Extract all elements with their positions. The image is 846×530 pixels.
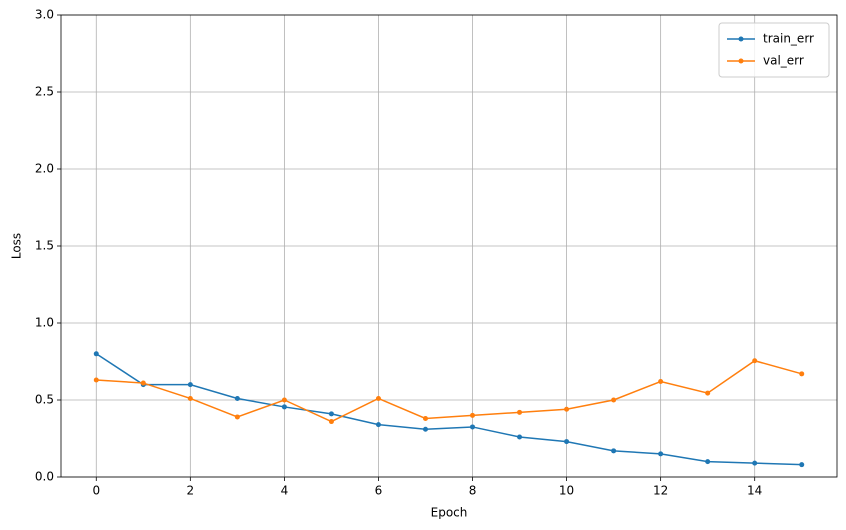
data-point bbox=[705, 390, 711, 396]
legend: train_err val_err bbox=[718, 22, 830, 78]
legend-box bbox=[718, 22, 830, 78]
y-tick-label: 0.0 bbox=[35, 470, 54, 484]
y-tick-label: 3.0 bbox=[35, 8, 54, 22]
data-point bbox=[564, 439, 570, 445]
plot-frame bbox=[60, 14, 838, 478]
data-point bbox=[187, 382, 193, 388]
data-point bbox=[611, 397, 617, 403]
legend-marker bbox=[738, 36, 744, 42]
x-tick-label: 0 bbox=[92, 484, 100, 498]
x-tick-label: 2 bbox=[187, 484, 195, 498]
x-tick-label: 6 bbox=[375, 484, 383, 498]
data-point bbox=[234, 414, 240, 420]
data-point bbox=[517, 409, 523, 415]
y-tick-label: 1.0 bbox=[35, 316, 54, 330]
data-point bbox=[93, 377, 99, 383]
data-point bbox=[705, 459, 711, 465]
data-point bbox=[140, 380, 146, 386]
x-tick-label: 12 bbox=[653, 484, 668, 498]
y-axis-label: Loss bbox=[10, 233, 24, 259]
data-point bbox=[470, 424, 476, 430]
y-tick-label: 0.5 bbox=[35, 393, 54, 407]
data-point bbox=[422, 426, 428, 432]
x-tick-label: 4 bbox=[281, 484, 289, 498]
data-point bbox=[375, 395, 381, 401]
data-point bbox=[328, 419, 334, 425]
y-tick-label: 2.0 bbox=[35, 162, 54, 176]
data-point bbox=[187, 395, 193, 401]
data-point bbox=[658, 451, 664, 457]
y-tick-label: 2.5 bbox=[35, 85, 54, 99]
series-line bbox=[95, 353, 802, 466]
data-point bbox=[752, 460, 758, 466]
legend-marker bbox=[738, 58, 744, 64]
data-point bbox=[470, 412, 476, 418]
data-point bbox=[93, 351, 99, 357]
series-line bbox=[96, 359, 802, 423]
y-tick-label: 1.5 bbox=[35, 239, 54, 253]
data-point bbox=[658, 379, 664, 385]
x-axis-label: Epoch bbox=[431, 506, 468, 520]
data-point bbox=[799, 462, 805, 468]
x-tick-label: 10 bbox=[559, 484, 574, 498]
data-point bbox=[799, 371, 805, 377]
data-point bbox=[234, 395, 240, 401]
x-tick-label: 14 bbox=[747, 484, 762, 498]
data-point bbox=[281, 404, 287, 410]
data-point bbox=[281, 397, 287, 403]
legend-label: train_err bbox=[763, 32, 814, 46]
data-point bbox=[375, 422, 381, 428]
x-tick-label: 8 bbox=[469, 484, 477, 498]
data-point bbox=[328, 411, 334, 417]
data-point bbox=[422, 415, 428, 421]
data-point bbox=[517, 434, 523, 440]
data-point bbox=[564, 406, 570, 412]
legend-label: val_err bbox=[763, 54, 804, 68]
data-point bbox=[611, 448, 617, 454]
data-point bbox=[752, 358, 758, 364]
